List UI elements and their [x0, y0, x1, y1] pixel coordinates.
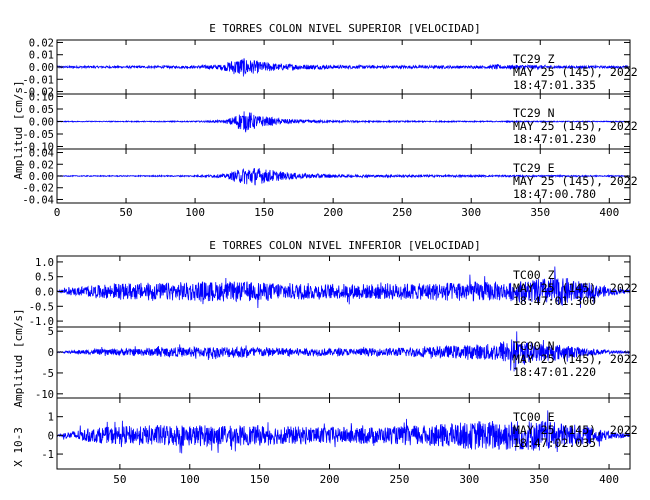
- date-label: MAY 25 (145), 2022: [513, 119, 638, 133]
- y-tick-label: -0.04: [22, 194, 54, 206]
- y-tick-label: 0.02: [29, 37, 54, 49]
- y-tick-label: 1.0: [35, 257, 54, 269]
- x-tick-label: 250: [389, 473, 409, 486]
- x-tick-label: 200: [320, 473, 340, 486]
- x-tick-label: 400: [599, 206, 619, 219]
- y-tick-label: -0.5: [29, 301, 54, 313]
- top-chart-title: E TORRES COLON NIVEL SUPERIOR [VELOCIDAD…: [209, 22, 481, 35]
- x-tick-label: 150: [250, 473, 270, 486]
- waveform-trace: [56, 58, 631, 77]
- x-tick-label: 100: [185, 206, 205, 219]
- y-tick-label: 0.05: [29, 104, 54, 116]
- time-label: 18:47:00.780: [513, 187, 596, 201]
- y-tick-label: -0.10: [22, 142, 54, 154]
- y-tick-label: 0.00: [29, 117, 54, 129]
- x-tick-label: 100: [180, 473, 200, 486]
- y-tick-label: 0.04: [29, 148, 54, 160]
- y-tick-label: 0.0: [35, 287, 54, 299]
- y-tick-label: -1.0: [29, 316, 54, 328]
- y-tick-label: -0.05: [22, 129, 54, 141]
- bottom-chart-title: E TORRES COLON NIVEL INFERIOR [VELOCIDAD…: [209, 239, 481, 252]
- y-tick-label: -0.02: [22, 87, 54, 99]
- station-component-label: TC29 Z: [513, 52, 555, 66]
- y-tick-label: 0.02: [29, 159, 54, 171]
- station-component-label: TC29 N: [513, 106, 555, 120]
- bottom-chart-ylabel: Amplitud [cm/s]: [12, 308, 25, 407]
- date-label: MAY 25 (145), 2022: [513, 352, 638, 366]
- waveform-trace: [56, 331, 631, 372]
- bottom-chart-scale-label: X 10-3: [12, 427, 25, 467]
- date-label: MAY 25 (145), 2022: [513, 174, 638, 188]
- waveform-trace: [56, 266, 631, 309]
- y-tick-label: 0: [48, 430, 54, 442]
- x-tick-label: 350: [530, 206, 550, 219]
- time-label: 18:47:01.300: [513, 294, 596, 308]
- time-label: 18:47:01.335: [513, 78, 596, 92]
- y-tick-label: 0.10: [29, 92, 54, 104]
- station-component-label: TC00 Z: [513, 268, 555, 282]
- panel-frame: [56, 397, 631, 470]
- y-tick-label: 1: [48, 412, 54, 424]
- x-tick-label: 300: [461, 206, 481, 219]
- y-tick-label: 0: [48, 347, 54, 359]
- x-tick-label: 200: [323, 206, 343, 219]
- waveform-trace: [56, 111, 631, 133]
- y-tick-label: -5: [41, 368, 54, 380]
- x-tick-label: 0: [54, 206, 61, 219]
- station-component-label: TC29 E: [513, 161, 555, 175]
- y-tick-label: 5: [48, 326, 54, 338]
- x-tick-label: 50: [119, 206, 132, 219]
- y-tick-label: 0.01: [29, 50, 54, 62]
- x-tick-label: 400: [599, 473, 619, 486]
- y-tick-label: -0.02: [22, 183, 54, 195]
- top-chart-ylabel: Amplitud [cm/s]: [12, 80, 25, 179]
- x-tick-label: 300: [459, 473, 479, 486]
- time-label: 18:47:02.035: [513, 436, 596, 450]
- y-tick-label: 0.00: [29, 62, 54, 74]
- time-label: 18:47:01.230: [513, 132, 596, 146]
- y-tick-label: 0.5: [35, 272, 54, 284]
- y-tick-label: -0.01: [22, 74, 54, 86]
- waveform-trace: [56, 168, 631, 186]
- station-component-label: TC00 N: [513, 339, 555, 353]
- x-tick-label: 250: [392, 206, 412, 219]
- date-label: MAY 25 (145), 2022: [513, 65, 638, 79]
- waveform-trace: [56, 410, 631, 454]
- y-tick-label: 0.00: [29, 171, 54, 183]
- date-label: MAY 25 (145), 2022: [513, 281, 638, 295]
- y-tick-label: -1: [41, 449, 54, 461]
- y-tick-label: -10: [35, 389, 54, 401]
- x-tick-label: 350: [529, 473, 549, 486]
- date-label: MAY 25 (145), 2022: [513, 423, 638, 437]
- time-label: 18:47:01.220: [513, 365, 596, 379]
- x-tick-label: 50: [113, 473, 126, 486]
- station-component-label: TC00 E: [513, 410, 555, 424]
- x-tick-label: 150: [254, 206, 274, 219]
